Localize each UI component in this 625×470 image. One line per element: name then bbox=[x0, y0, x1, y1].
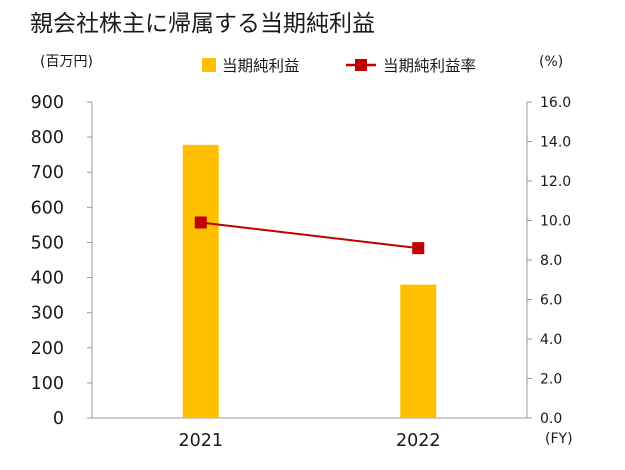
left-tick-label: 500 bbox=[31, 233, 64, 253]
axes bbox=[87, 101, 532, 419]
right-tick-label: 6.0 bbox=[540, 293, 562, 309]
x-axis-unit: (FY) bbox=[545, 431, 573, 447]
right-tick-label: 8.0 bbox=[540, 253, 562, 269]
margin-point-marker bbox=[412, 242, 425, 255]
bar-net-income bbox=[182, 144, 219, 418]
right-tick-label: 10.0 bbox=[540, 214, 571, 230]
x-tick-label: 2021 bbox=[178, 431, 223, 451]
left-tick-label: 800 bbox=[31, 128, 64, 148]
legend-marker-margin bbox=[355, 59, 367, 71]
x-tick-label: 2022 bbox=[396, 431, 441, 451]
bars bbox=[182, 144, 437, 418]
right-tick-label: 16.0 bbox=[540, 95, 571, 111]
legend-swatch-net-income bbox=[202, 58, 216, 72]
chart-title: 親会社株主に帰属する当期純利益 bbox=[30, 11, 375, 37]
legend-label-margin: 当期純利益率 bbox=[383, 57, 476, 75]
left-tick-label: 400 bbox=[31, 269, 64, 289]
left-tick-label: 0 bbox=[53, 409, 64, 429]
left-tick-label: 200 bbox=[31, 339, 64, 359]
right-tick-label: 4.0 bbox=[540, 332, 562, 348]
right-tick-label: 2.0 bbox=[540, 372, 562, 388]
margin-line bbox=[200, 221, 419, 250]
tick-labels: 0 100 200 300 400 500 600 700 800 900 0.0 2.0 4.0 6.0… bbox=[31, 93, 572, 451]
legend-label-net-income: 当期純利益 bbox=[222, 57, 300, 75]
left-tick-label: 100 bbox=[31, 374, 64, 394]
bar-net-income bbox=[400, 284, 437, 418]
left-tick-label: 300 bbox=[31, 304, 64, 324]
legend: 当期純利益 当期純利益率 bbox=[202, 57, 476, 75]
margin-line-series bbox=[194, 216, 425, 255]
right-tick-label: 0.0 bbox=[540, 411, 562, 427]
margin-point-marker bbox=[194, 216, 207, 229]
right-tick-label: 14.0 bbox=[540, 135, 571, 151]
left-axis-unit: (百万円) bbox=[40, 54, 93, 70]
right-axis-unit: (%) bbox=[539, 54, 563, 70]
left-tick-label: 600 bbox=[31, 198, 64, 218]
right-tick-label: 12.0 bbox=[540, 174, 571, 190]
left-tick-label: 900 bbox=[31, 93, 64, 113]
left-tick-label: 700 bbox=[31, 163, 64, 183]
